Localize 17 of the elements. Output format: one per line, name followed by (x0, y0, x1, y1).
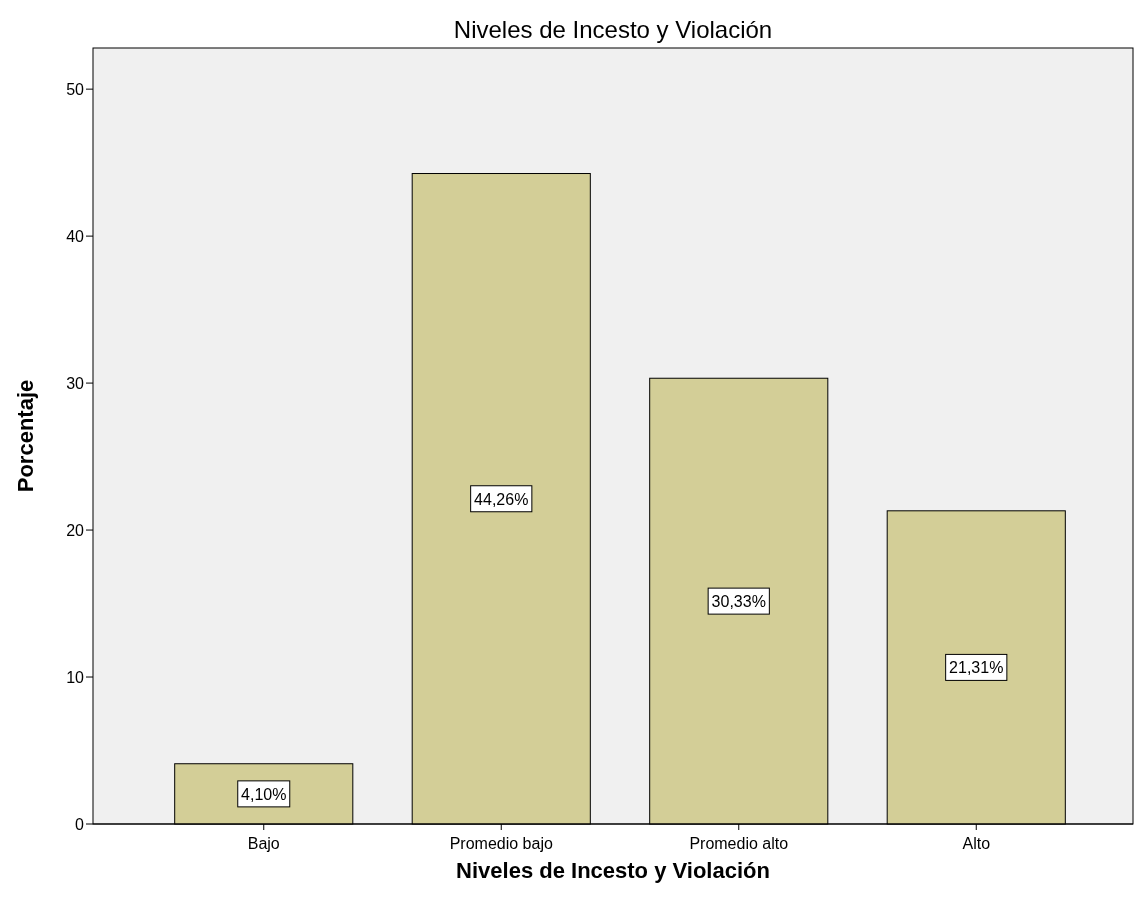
chart-title: Niveles de Incesto y Violación (453, 16, 773, 43)
y-tick-label: 30 (66, 375, 85, 393)
data-label: 21,31% (949, 659, 1004, 677)
x-axis-title: Niveles de Incesto y Violación (456, 858, 770, 883)
x-tick-label: Alto (962, 835, 991, 852)
x-tick-label: Promedio bajo (449, 835, 553, 852)
data-label: 44,26% (474, 490, 529, 508)
data-label: 30,33% (711, 593, 766, 611)
y-tick-label: 0 (75, 816, 85, 833)
y-tick-label: 40 (66, 228, 85, 246)
y-tick-label: 10 (66, 669, 85, 687)
y-tick-label: 50 (66, 81, 85, 99)
x-tick-label: Bajo (247, 835, 280, 852)
y-axis-title: Porcentaje (13, 379, 38, 493)
data-label: 4,10% (241, 785, 287, 803)
y-tick-label: 20 (66, 522, 85, 540)
x-tick-label: Promedio alto (689, 835, 789, 852)
